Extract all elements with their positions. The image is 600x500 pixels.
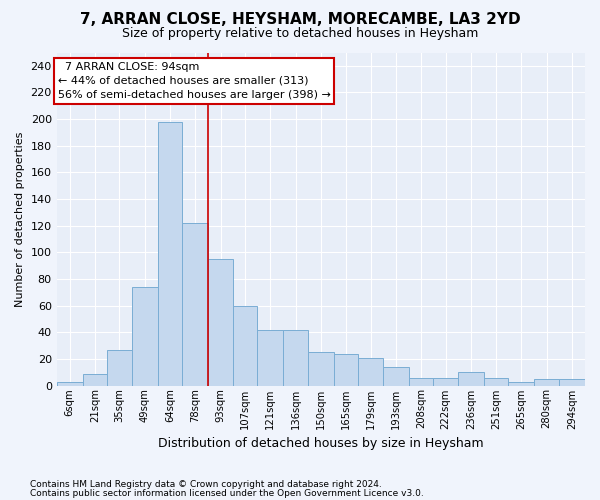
X-axis label: Distribution of detached houses by size in Heysham: Distribution of detached houses by size … <box>158 437 484 450</box>
Bar <box>409 378 433 386</box>
Bar <box>257 330 283 386</box>
Bar <box>433 378 458 386</box>
Text: Contains HM Land Registry data © Crown copyright and database right 2024.: Contains HM Land Registry data © Crown c… <box>30 480 382 489</box>
Bar <box>182 223 208 386</box>
Bar <box>208 259 233 386</box>
Bar <box>383 367 409 386</box>
Bar <box>131 287 158 386</box>
Y-axis label: Number of detached properties: Number of detached properties <box>15 132 25 306</box>
Bar <box>458 372 484 386</box>
Bar <box>358 358 383 386</box>
Bar <box>559 379 585 386</box>
Bar <box>283 330 308 386</box>
Bar <box>535 379 559 386</box>
Bar <box>56 382 83 386</box>
Bar <box>508 382 535 386</box>
Text: 7 ARRAN CLOSE: 94sqm  
← 44% of detached houses are smaller (313)
56% of semi-de: 7 ARRAN CLOSE: 94sqm ← 44% of detached h… <box>58 62 331 100</box>
Bar <box>83 374 107 386</box>
Text: Size of property relative to detached houses in Heysham: Size of property relative to detached ho… <box>122 28 478 40</box>
Bar <box>233 306 257 386</box>
Text: 7, ARRAN CLOSE, HEYSHAM, MORECAMBE, LA3 2YD: 7, ARRAN CLOSE, HEYSHAM, MORECAMBE, LA3 … <box>80 12 520 28</box>
Bar <box>107 350 131 386</box>
Bar <box>334 354 358 386</box>
Bar <box>158 122 182 386</box>
Bar <box>484 378 508 386</box>
Text: Contains public sector information licensed under the Open Government Licence v3: Contains public sector information licen… <box>30 490 424 498</box>
Bar <box>308 352 334 386</box>
